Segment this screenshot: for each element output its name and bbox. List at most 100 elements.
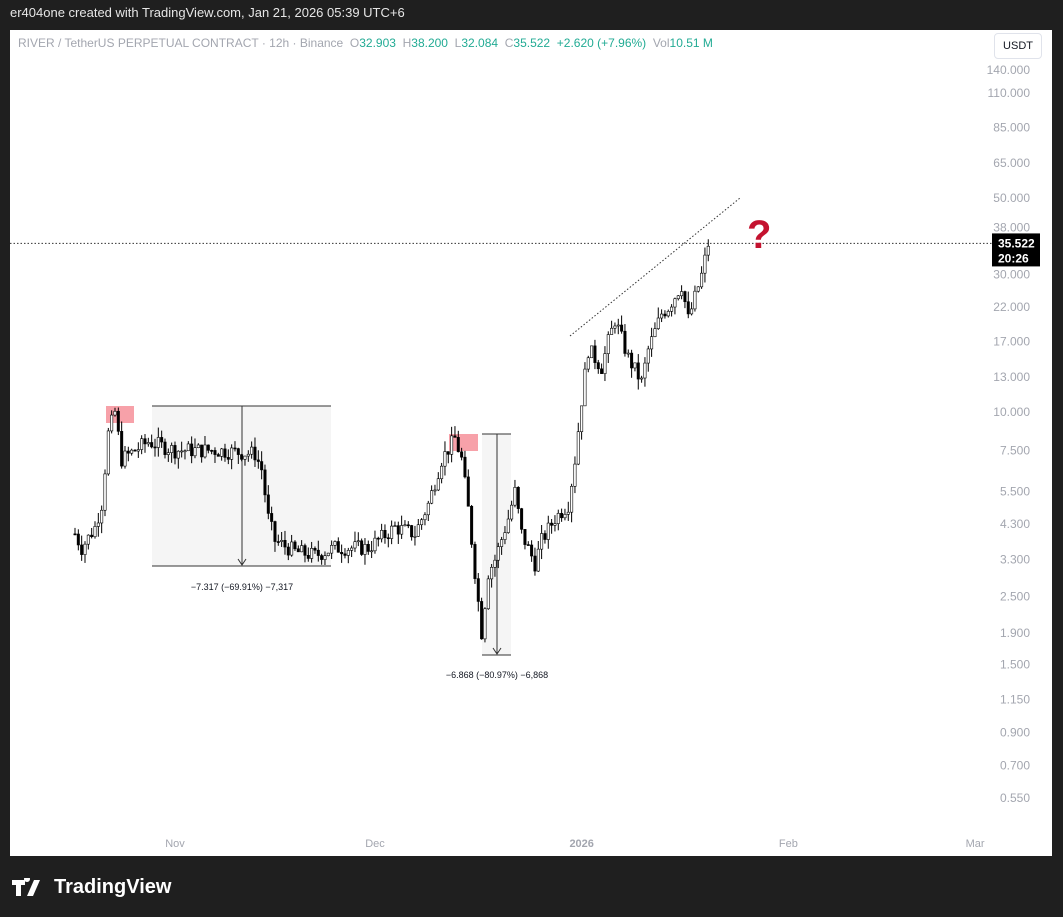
- highlight-box: [449, 434, 478, 451]
- candle: [666, 311, 670, 317]
- x-tick-label: 2026: [569, 838, 593, 850]
- candle: [396, 525, 400, 535]
- candle: [363, 544, 367, 555]
- candle: [646, 348, 650, 364]
- candle: [633, 362, 637, 369]
- y-tick-label: 50.000: [993, 191, 1030, 205]
- candle: [590, 345, 594, 359]
- candle: [143, 438, 147, 445]
- candle: [176, 450, 180, 459]
- candle: [263, 469, 267, 496]
- candle: [216, 454, 220, 457]
- chart-panel[interactable]: 140.000 110.000 85.000 65.000 50.000 38.000 30…: [10, 30, 1052, 856]
- trend-line: [569, 197, 741, 337]
- candle: [403, 524, 407, 527]
- candle: [320, 555, 324, 560]
- candle: [100, 509, 104, 524]
- candle: [83, 543, 87, 555]
- candle: [86, 534, 90, 545]
- candle: [133, 449, 137, 452]
- candle: [450, 435, 454, 455]
- candle: [370, 550, 374, 553]
- candle: [173, 445, 177, 459]
- candle: [493, 559, 497, 568]
- candle: [306, 555, 310, 559]
- y-tick-label: 0.550: [1000, 791, 1030, 805]
- y-tick-label: 7.500: [1000, 443, 1030, 457]
- candle: [223, 448, 227, 458]
- candle: [153, 446, 157, 449]
- candle: [613, 325, 617, 329]
- candle: [570, 486, 574, 513]
- candle: [593, 345, 597, 363]
- high-label: H: [402, 36, 412, 50]
- price-chart[interactable]: 140.000 110.000 85.000 65.000 50.000 38.000 30…: [10, 30, 1052, 856]
- candle: [556, 513, 560, 524]
- candle: [466, 476, 470, 507]
- y-tick-label: 65.000: [993, 156, 1030, 170]
- tradingview-logo[interactable]: TradingView: [12, 876, 171, 899]
- candle: [670, 306, 674, 312]
- candle: [190, 443, 194, 457]
- candle: [640, 377, 644, 380]
- symbol-legend: RIVER / TetherUS PERPETUAL CONTRACT · 12…: [18, 36, 713, 50]
- candle: [160, 437, 164, 443]
- candle: [393, 525, 397, 527]
- candle: [116, 410, 120, 432]
- candle: [536, 548, 540, 572]
- candle: [366, 544, 370, 552]
- candle: [140, 438, 144, 450]
- candle: [463, 456, 467, 478]
- candle: [346, 550, 350, 556]
- y-tick-label: 30.000: [993, 267, 1030, 281]
- candle: [316, 549, 320, 556]
- candle: [416, 524, 420, 537]
- candle: [210, 450, 214, 452]
- candle: [530, 544, 534, 557]
- candle: [526, 544, 530, 546]
- low-label: L: [454, 36, 462, 50]
- candle: [180, 450, 184, 453]
- candle: [583, 368, 587, 407]
- candle: [616, 324, 620, 327]
- y-tick-label: 140.000: [987, 63, 1031, 77]
- candle: [483, 608, 487, 640]
- currency-button[interactable]: USDT: [994, 33, 1042, 59]
- candle: [340, 551, 344, 555]
- candle: [286, 546, 290, 556]
- candle: [573, 463, 577, 487]
- candle: [326, 552, 330, 556]
- high-value: 38.200: [411, 36, 448, 50]
- candle: [373, 537, 377, 552]
- candle: [656, 317, 660, 329]
- candle: [136, 449, 140, 452]
- y-tick-label: 0.900: [1000, 725, 1030, 739]
- candle: [380, 529, 384, 540]
- candle: [236, 448, 240, 455]
- y-tick-label: 38.000: [993, 220, 1030, 234]
- candle: [696, 286, 700, 292]
- candle: [186, 443, 190, 452]
- candle: [246, 453, 250, 457]
- candle: [376, 537, 380, 540]
- candle: [110, 414, 114, 432]
- candle: [386, 537, 390, 540]
- candle: [560, 513, 564, 519]
- candle: [170, 445, 174, 453]
- candle: [130, 449, 134, 454]
- candle: [663, 313, 667, 317]
- candle: [226, 457, 230, 460]
- candle: [156, 437, 160, 448]
- candle: [623, 330, 627, 354]
- candle: [480, 601, 484, 640]
- candle: [426, 502, 430, 516]
- y-tick-label: 110.000: [988, 86, 1031, 100]
- candle: [506, 518, 510, 533]
- candle: [636, 362, 640, 380]
- candle: [273, 521, 277, 542]
- candle: [423, 514, 427, 521]
- candle: [703, 254, 707, 274]
- candle: [676, 295, 680, 300]
- candle: [460, 451, 464, 458]
- y-tick-label: 1.900: [1000, 626, 1030, 640]
